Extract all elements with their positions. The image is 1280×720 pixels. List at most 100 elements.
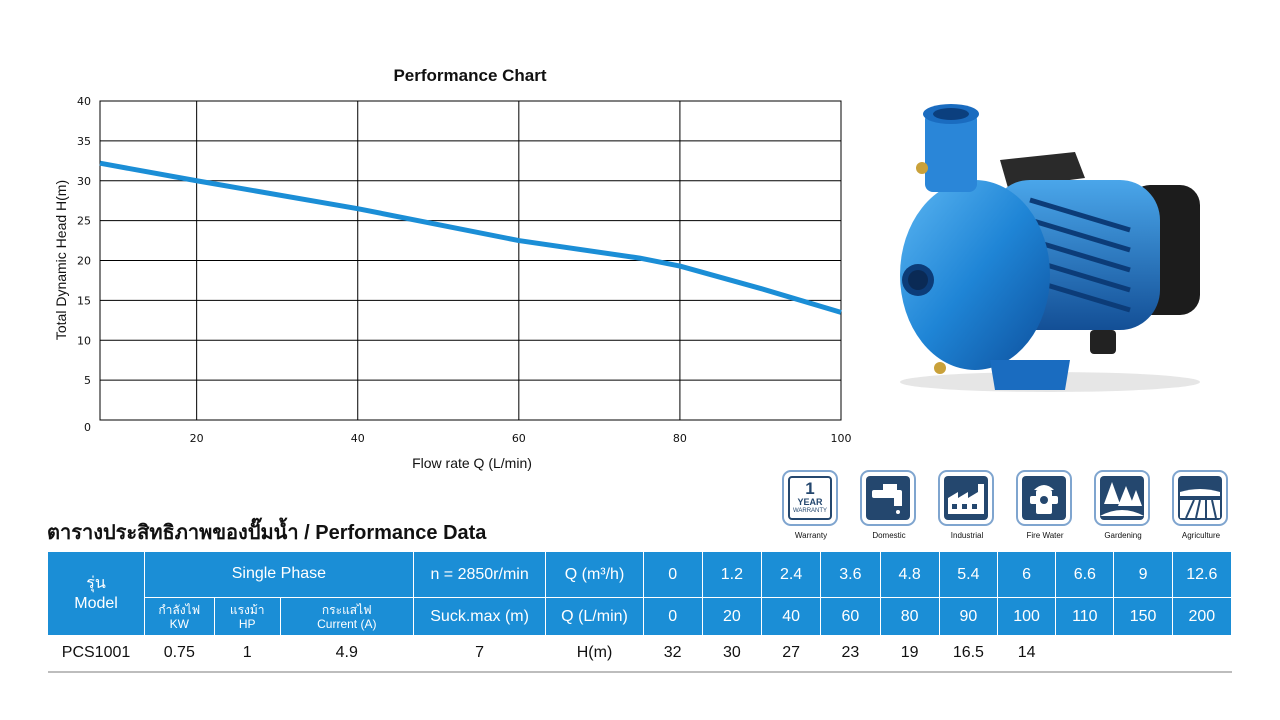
suck-header: Suck.max (m) <box>412 597 547 636</box>
icon-caption: Domestic <box>872 531 906 540</box>
x-tick-label: 60 <box>512 432 526 445</box>
table-row: PCS1001 0.75 1 4.9 7 H(m) 32 30 27 23 19… <box>47 635 1232 673</box>
head-cell: 23 <box>820 635 881 673</box>
y-tick-label: 30 <box>77 175 91 188</box>
icon-caption: Fire Water <box>1026 531 1064 540</box>
hp-header-th: แรงม้า <box>229 602 265 617</box>
warranty-icon: 1 <box>805 479 815 498</box>
head-cell: 30 <box>702 635 762 673</box>
chart-series <box>99 160 842 315</box>
head-cell <box>1055 635 1114 673</box>
model-header-th: รุ่น <box>86 574 106 592</box>
q-m3h-value: 5.4 <box>938 551 999 598</box>
speed-header: n = 2850r/min <box>412 551 547 598</box>
agriculture-badge <box>1172 470 1228 526</box>
icon-caption: Gardening <box>1104 531 1142 540</box>
head-cell <box>1172 635 1232 673</box>
single-phase-header: Single Phase <box>144 551 414 598</box>
x-tick-label: 100 <box>831 432 852 445</box>
q-lmin-value: 0 <box>642 597 703 636</box>
faucet-icon <box>866 476 910 520</box>
hp-cell: 1 <box>214 635 281 673</box>
q-lmin-label: Q (L/min) <box>545 597 644 636</box>
head-cell: 16.5 <box>939 635 998 673</box>
head-cell: 14 <box>997 635 1056 673</box>
q-m3h-value: 9 <box>1113 551 1173 598</box>
q-lmin-value: 80 <box>879 597 940 636</box>
head-cell: 32 <box>643 635 703 673</box>
chart-title: Performance Chart <box>393 66 547 85</box>
warranty-year-label: YEAR <box>797 497 823 507</box>
q-m3h-label: Q (m³/h) <box>545 551 644 598</box>
y-tick-label: 15 <box>77 294 91 307</box>
x-tick-label: 20 <box>190 432 204 445</box>
h-label-cell: H(m) <box>545 635 644 673</box>
y-tick-label: 20 <box>77 255 91 268</box>
industrial-badge <box>938 470 994 526</box>
kw-header: กำลังไฟ KW <box>144 597 215 636</box>
table-header-row-1: รุ่น Model Single Phase n = 2850r/min Q … <box>46 551 1233 636</box>
head-cell <box>1113 635 1173 673</box>
domestic-badge <box>860 470 916 526</box>
gardening-badge <box>1094 470 1150 526</box>
model-header-en: Model <box>74 594 118 612</box>
y-tick-label: 25 <box>77 215 91 228</box>
table-title: ตารางประสิทธิภาพของปั๊มน้ำ / Performance… <box>47 522 487 544</box>
x-tick-label: 80 <box>673 432 687 445</box>
q-lmin-value: 20 <box>701 597 763 636</box>
q-m3h-value: 0 <box>642 551 703 598</box>
head-cell: 27 <box>761 635 821 673</box>
kw-header-th: กำลังไฟ <box>158 602 201 617</box>
current-header-en: Current (A) <box>317 616 377 631</box>
icon-caption: Warranty <box>794 531 828 540</box>
q-m3h-value: 3.6 <box>820 551 881 598</box>
kw-cell: 0.75 <box>144 635 214 673</box>
chart-ticks: 0 5 10 15 20 25 30 35 40 20 40 60 80 100 <box>77 95 852 445</box>
performance-chart: 0 5 10 15 20 25 30 35 40 20 40 60 80 100 Flow rate Q … <box>53 95 852 471</box>
q-m3h-value: 2.4 <box>761 551 822 598</box>
model-header: รุ่น Model <box>46 551 146 636</box>
q-lmin-value: 90 <box>938 597 999 636</box>
x-tick-label: 40 <box>351 432 365 445</box>
q-lmin-value: 110 <box>1055 597 1115 636</box>
hp-header: แรงม้า HP <box>213 597 281 636</box>
q-m3h-value: 4.8 <box>879 551 940 598</box>
hp-header-en: HP <box>238 616 256 631</box>
q-lmin-value: 100 <box>996 597 1057 636</box>
icon-caption: Agriculture <box>1181 531 1221 540</box>
warranty-badge: 1 YEAR WARRANTY <box>782 470 838 526</box>
table-header-row-2: กำลังไฟ KW แรงม้า HP กระแสไฟ Current (A)… <box>48 597 1233 636</box>
field-icon <box>1178 476 1222 520</box>
current-header: กระแสไฟ Current (A) <box>279 597 414 636</box>
q-lmin-value: 60 <box>820 597 881 636</box>
q-lmin-value: 40 <box>761 597 822 636</box>
q-m3h-value: 6 <box>996 551 1057 598</box>
performance-table: รุ่น Model Single Phase n = 2850r/min Q … <box>46 551 1233 673</box>
current-cell: 4.9 <box>280 635 414 673</box>
performance-curve <box>99 160 842 315</box>
chart-grid <box>99 100 842 421</box>
q-lmin-value: 150 <box>1113 597 1173 636</box>
y-tick-label: 5 <box>84 374 91 387</box>
q-m3h-value: 6.6 <box>1055 551 1115 598</box>
q-lmin-value: 200 <box>1171 597 1233 636</box>
q-m3h-value: 12.6 <box>1171 551 1233 598</box>
y-tick-label: 35 <box>77 135 91 148</box>
icon-caption: Industrial <box>950 531 984 540</box>
warranty-sub-label: WARRANTY <box>792 508 828 514</box>
suck-cell: 7 <box>413 635 546 673</box>
y-tick-label: 0 <box>84 421 91 434</box>
model-cell: PCS1001 <box>47 635 145 673</box>
trees-icon <box>1100 476 1144 520</box>
x-axis-label: Flow rate Q (L/min) <box>412 455 532 471</box>
y-axis-label: Total Dynamic Head H(m) <box>53 180 69 340</box>
fire-hydrant-icon <box>1022 476 1066 520</box>
kw-header-en: KW <box>169 616 189 631</box>
pump-product-image <box>900 104 1200 392</box>
factory-icon <box>944 476 988 520</box>
y-tick-label: 40 <box>77 95 91 108</box>
head-cell: 19 <box>880 635 940 673</box>
y-tick-label: 10 <box>77 334 91 347</box>
fire-water-badge <box>1016 470 1072 526</box>
q-m3h-value: 1.2 <box>701 551 763 598</box>
